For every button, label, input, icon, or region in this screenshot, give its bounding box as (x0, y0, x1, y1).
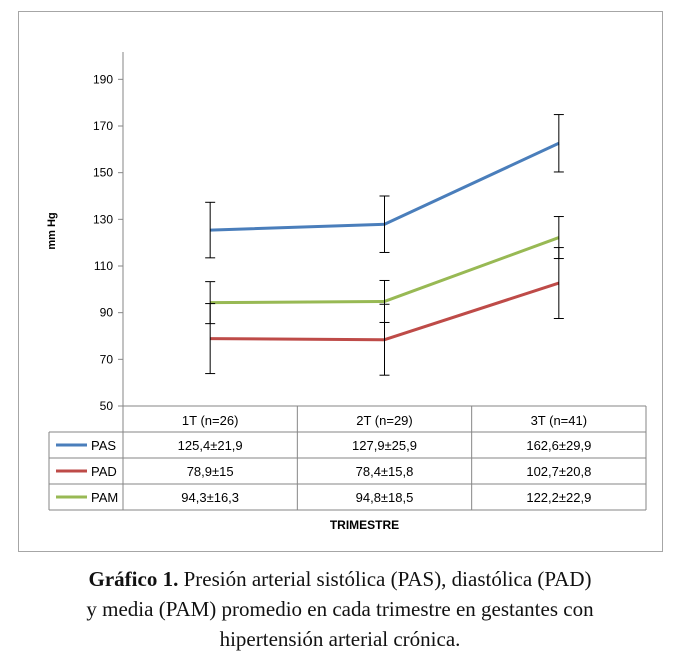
data-label: 127,9±25,9 (352, 438, 417, 453)
y-tick-label: 130 (93, 212, 113, 226)
data-label: 162,6±29,9 (526, 438, 591, 453)
data-label: 94,8±18,5 (356, 490, 414, 505)
y-tick-label: 90 (100, 306, 114, 320)
y-tick-label: 110 (94, 259, 113, 273)
caption-line-3: hipertensión arterial crónica. (219, 627, 461, 651)
data-label: 78,9±15 (187, 464, 234, 479)
x-axis-title: TRIMESTRE (330, 518, 399, 532)
data-label: 122,2±22,9 (526, 490, 591, 505)
data-label: 125,4±21,9 (178, 438, 243, 453)
caption-line-2: y media (PAM) promedio en cada trimestre… (86, 597, 594, 621)
data-label: 78,4±15,8 (356, 464, 414, 479)
legend-label-pam: PAM (91, 490, 118, 505)
data-label: 102,7±20,8 (526, 464, 591, 479)
figure-caption: Gráfico 1. Presión arterial sistólica (P… (0, 564, 680, 654)
y-tick-label: 70 (100, 352, 114, 366)
chart-frame: 50 70 90 110 130 150 170 190 mm Hg 1T (n=26) 2T (n… (18, 11, 663, 552)
x-tick-label: 1T (n=26) (182, 413, 239, 428)
y-axis-title: mm Hg (46, 212, 58, 249)
caption-text-1: Presión arterial sistólica (PAS), diastó… (178, 567, 592, 591)
y-tick-label: 150 (93, 166, 113, 180)
x-tick-label: 3T (n=41) (531, 413, 588, 428)
legend-label-pad: PAD (91, 464, 117, 479)
y-tick-label: 170 (93, 119, 113, 133)
legend-label-pas: PAS (91, 438, 116, 453)
line-chart: 50 70 90 110 130 150 170 190 mm Hg 1T (n=26) 2T (n… (46, 52, 647, 532)
x-tick-label: 2T (n=29) (356, 413, 413, 428)
caption-label: Gráfico 1. (88, 567, 179, 591)
data-label: 94,3±16,3 (181, 490, 239, 505)
y-tick-label: 50 (100, 399, 114, 413)
caption-line-1: Gráfico 1. Presión arterial sistólica (P… (0, 564, 680, 594)
y-tick-label: 190 (93, 72, 113, 86)
